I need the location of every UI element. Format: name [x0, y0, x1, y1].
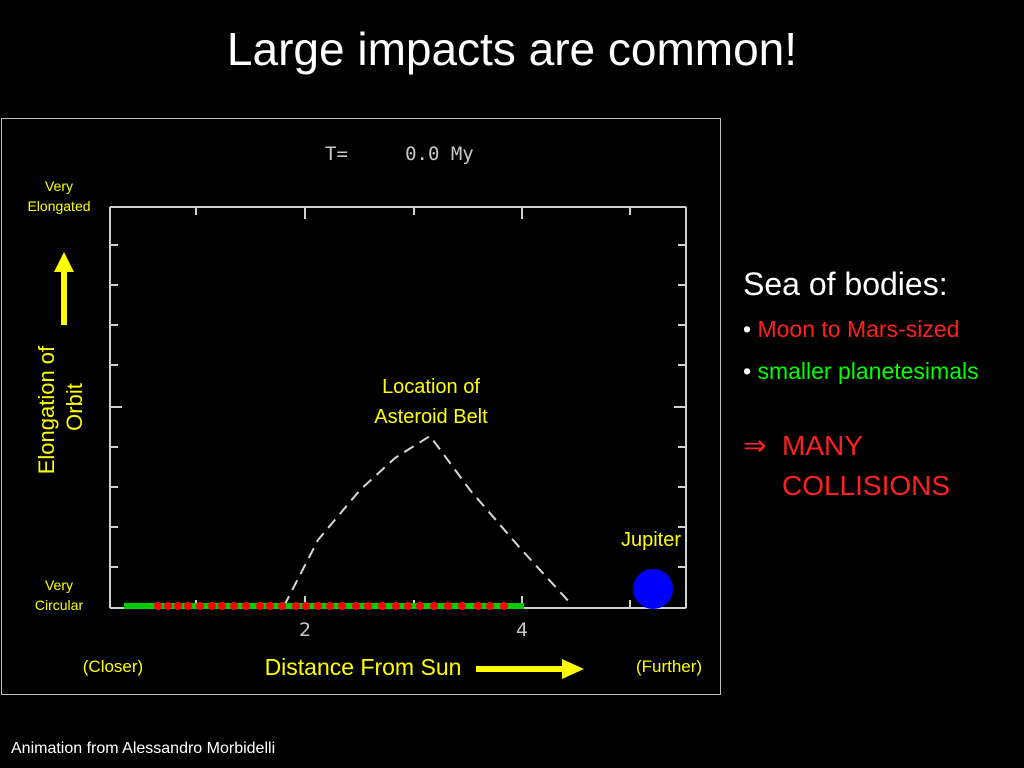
embryo-dot: [416, 602, 424, 610]
asteroid-belt-label: Location of Asteroid Belt: [374, 376, 488, 428]
embryo-dot: [364, 602, 372, 610]
embryo-dot: [292, 602, 300, 610]
planetesimal-band: [124, 603, 524, 609]
slide-title: Large impacts are common!: [226, 23, 798, 75]
embryo-dot: [208, 602, 216, 610]
embryo-dot: [500, 602, 508, 610]
asteroid-belt-boundary: [283, 434, 573, 607]
embryo-dot: [196, 602, 204, 610]
embryo-dot: [352, 602, 360, 610]
embryo-dot: [314, 602, 322, 610]
jupiter-marker: [633, 569, 673, 609]
x-tick-label: 4: [516, 619, 528, 641]
bullet-list: • Moon to Mars-sized • smaller planetesi…: [743, 316, 979, 400]
embryo-dot: [230, 602, 238, 610]
embryo-dot: [184, 602, 192, 610]
embryo-dot: [174, 602, 182, 610]
bullet-dot: •: [743, 358, 752, 384]
y-axis-label: Elongation of Orbit: [34, 340, 87, 475]
conclusion-text: MANY COLLISIONS: [782, 430, 951, 501]
bullet-dot: •: [743, 316, 752, 342]
embryo-dot: [444, 602, 452, 610]
bullet-item: • Moon to Mars-sized: [743, 316, 979, 358]
up-arrow-icon: [54, 252, 74, 325]
embryo-dot: [404, 602, 412, 610]
jupiter-label: Jupiter: [620, 529, 682, 551]
embryo-dot: [392, 602, 400, 610]
embryo-dot: [378, 602, 386, 610]
y-bottom-label: Very Circular: [34, 577, 84, 613]
embryo-dot: [164, 602, 172, 610]
conclusion: ⇒ MANY COLLISIONS: [743, 426, 950, 506]
embryo-dot: [218, 602, 226, 610]
embryo-dots: [154, 602, 508, 610]
x-axis-label: Distance From Sun: [264, 654, 462, 680]
embryo-dot: [338, 602, 346, 610]
embryo-dot: [430, 602, 438, 610]
embryo-dot: [302, 602, 310, 610]
embryo-dot: [154, 602, 162, 610]
plot-ticks: [110, 207, 686, 608]
bullet-item: • smaller planetesimals: [743, 358, 979, 400]
embryo-dot: [278, 602, 286, 610]
time-readout: T= 0.0 My: [325, 143, 474, 165]
sidebar-heading: Sea of bodies:: [743, 266, 948, 302]
bullet-text: Moon to Mars-sized: [757, 316, 960, 342]
implies-icon: ⇒: [743, 430, 767, 461]
animation-credit: Animation from Alessandro Morbidelli: [11, 740, 276, 757]
animation-panel: [1, 118, 721, 695]
embryo-dot: [256, 602, 264, 610]
embryo-dot: [326, 602, 334, 610]
bullet-text: smaller planetesimals: [757, 358, 979, 384]
further-label: (Further): [635, 657, 703, 676]
right-arrow-icon: [476, 659, 584, 679]
embryo-dot: [486, 602, 494, 610]
x-tick-label: 2: [299, 619, 311, 641]
embryo-dot: [266, 602, 274, 610]
y-top-label: Very Elongated: [27, 178, 91, 214]
embryo-dot: [242, 602, 250, 610]
embryo-dot: [458, 602, 466, 610]
embryo-dot: [474, 602, 482, 610]
closer-label: (Closer): [82, 657, 144, 676]
